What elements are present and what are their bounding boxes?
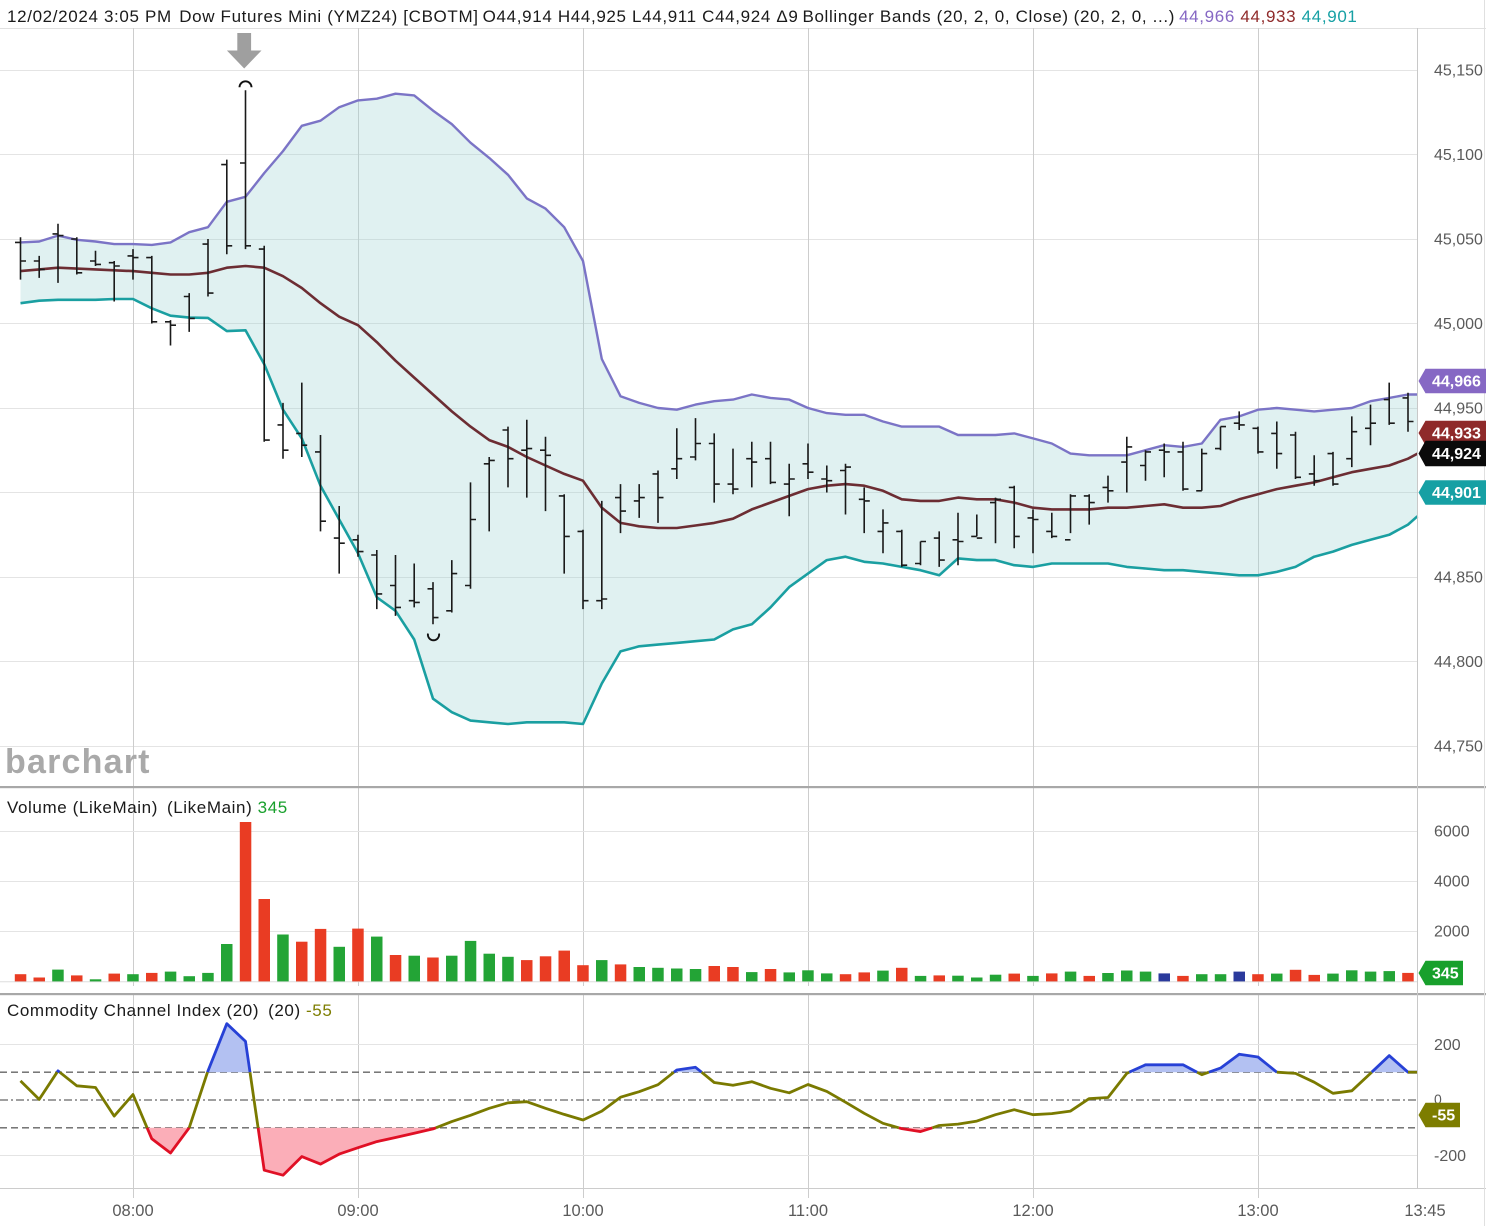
svg-text:44,933: 44,933 bbox=[1432, 426, 1481, 443]
svg-text:-200: -200 bbox=[1434, 1148, 1466, 1165]
svg-text:6000: 6000 bbox=[1434, 824, 1470, 841]
svg-text:44,950: 44,950 bbox=[1434, 401, 1483, 418]
svg-text:0: 0 bbox=[1434, 1091, 1442, 1107]
svg-text:13:45: 13:45 bbox=[1404, 1202, 1445, 1220]
svg-text:barchart: barchart bbox=[5, 743, 151, 781]
svg-text:11:00: 11:00 bbox=[788, 1202, 828, 1220]
svg-text:44,750: 44,750 bbox=[1434, 739, 1483, 756]
svg-text:200: 200 bbox=[1434, 1037, 1461, 1054]
svg-text:45,000: 45,000 bbox=[1434, 316, 1483, 333]
svg-text:08:00: 08:00 bbox=[112, 1202, 153, 1220]
svg-text:09:00: 09:00 bbox=[337, 1202, 378, 1220]
svg-text:44,800: 44,800 bbox=[1434, 654, 1483, 671]
svg-text:12/02/2024 3:05 PM Dow Futures: 12/02/2024 3:05 PM Dow Futures Mini (YMZ… bbox=[7, 7, 1358, 26]
svg-text:45,050: 45,050 bbox=[1434, 232, 1483, 249]
svg-text:44,966: 44,966 bbox=[1432, 374, 1481, 391]
svg-text:44,924: 44,924 bbox=[1432, 446, 1481, 463]
svg-text:2000: 2000 bbox=[1434, 924, 1470, 941]
svg-text:Commodity Channel Index (20)(2: Commodity Channel Index (20) (20) -55 bbox=[7, 1001, 332, 1020]
svg-text:12:00: 12:00 bbox=[1012, 1202, 1053, 1220]
svg-text:13:00: 13:00 bbox=[1237, 1202, 1278, 1220]
svg-text:10:00: 10:00 bbox=[562, 1202, 603, 1220]
svg-text:45,100: 45,100 bbox=[1434, 147, 1483, 164]
svg-text:44,850: 44,850 bbox=[1434, 570, 1483, 587]
svg-text:345: 345 bbox=[1432, 966, 1459, 983]
svg-text:45,150: 45,150 bbox=[1434, 63, 1483, 80]
svg-text:4000: 4000 bbox=[1434, 874, 1470, 891]
svg-text:-55: -55 bbox=[1432, 1108, 1455, 1125]
svg-text:44,901: 44,901 bbox=[1432, 485, 1481, 502]
svg-text:Volume (LikeMain)(LikeMain) 34: Volume (LikeMain) (LikeMain) 345 bbox=[7, 798, 288, 817]
